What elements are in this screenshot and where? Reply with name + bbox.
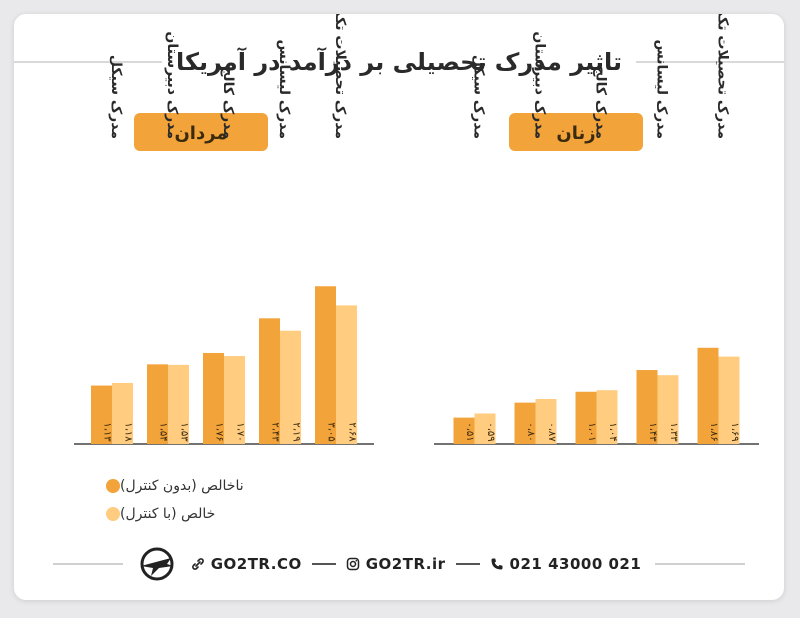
- bar-value-label: ۰،۵۱: [464, 422, 475, 441]
- chart-legend: ناخالص (بدون کنترل) خالص (با کنترل): [98, 472, 244, 528]
- group-badge-label: زنان: [556, 123, 595, 144]
- bar: [514, 402, 536, 444]
- legend-swatch-gross: [106, 479, 120, 493]
- bar-value-label: ۲،۱۹: [291, 422, 302, 441]
- legend-item-gross: ناخالص (بدون کنترل): [98, 472, 244, 500]
- income-bar-chart: مردان مدرک سیکل ۱،۱۳ ۱،۱۸ مدرک دبیرستان ۱،۵۴ ۱…: [74, 14, 759, 445]
- bar-value-label: ۱،۸۶: [708, 422, 719, 441]
- phone-icon: [490, 557, 504, 571]
- bar-value-label: ۱،۵۳: [179, 422, 190, 442]
- title-divider-left: [14, 61, 162, 63]
- footer-divider-right: [655, 563, 746, 565]
- category-label: مدرک کالج: [220, 66, 236, 139]
- footer-website[interactable]: GO2TR.CO: [191, 555, 302, 573]
- bar-value-label: ۰،۸۰: [525, 422, 536, 441]
- bar-value-label: ۱،۴۳: [647, 422, 658, 442]
- bar: [657, 375, 679, 444]
- bar: [453, 417, 475, 444]
- footer-separator: [311, 563, 336, 565]
- footer-instagram[interactable]: GO2TR.ir: [346, 555, 446, 573]
- bar: [147, 364, 168, 444]
- legend-swatch-net: [106, 507, 120, 521]
- bar: [224, 356, 245, 444]
- category-label: مدرک لیسانس: [276, 39, 292, 139]
- category-label: مدرک دبیرستان: [164, 31, 180, 139]
- legend-label-gross: ناخالص (بدون کنترل): [120, 478, 244, 494]
- bar-value-label: ۱،۷۰: [235, 422, 246, 441]
- bar-value-label: ۲،۴۳: [270, 422, 281, 442]
- link-icon: [191, 557, 205, 571]
- category-label: مدرک تحصیلات تکمیلی: [332, 14, 348, 139]
- bar-value-label: ۱،۷۶: [214, 422, 225, 441]
- bar: [336, 305, 357, 444]
- bar-value-label: ۱،۰۱: [586, 422, 597, 441]
- bar-value-label: ۱،۳۳: [668, 422, 679, 442]
- instagram-icon: [346, 557, 360, 571]
- phone-text: 021 43000 021: [509, 555, 642, 573]
- bar-value-label: ۳،۰۵: [326, 422, 337, 441]
- bar-value-label: ۰،۸۷: [546, 422, 557, 442]
- footer-phone[interactable]: 021 43000 021: [490, 555, 642, 573]
- bar-value-label: ۱،۶۹: [729, 422, 740, 441]
- bar: [535, 399, 557, 444]
- page-title: تاثیر مدرک تحصیلی بر درآمد در آمریکا: [176, 48, 622, 76]
- bar-value-label: ۲،۶۸: [347, 422, 358, 442]
- footer-separator: [455, 563, 480, 565]
- bar: [112, 382, 133, 444]
- title-bar: تاثیر مدرک تحصیلی بر درآمد در آمریکا: [14, 42, 784, 82]
- bar: [596, 390, 618, 444]
- bar-value-label: ۱،۵۴: [158, 422, 169, 441]
- group-badge: [134, 113, 268, 151]
- bar: [280, 330, 301, 444]
- category-label: مدرک تحصیلات تکمیلی: [715, 14, 731, 139]
- bar: [575, 391, 597, 444]
- website-text: GO2TR.CO: [210, 555, 302, 573]
- category-label: مدرک لیسانس: [654, 39, 670, 139]
- group-badge-label: مردان: [174, 123, 227, 144]
- bar-value-label: ۱،۱۸: [123, 422, 134, 442]
- bar: [636, 370, 658, 444]
- bar: [697, 347, 719, 444]
- footer-contact-bar: GO2TR.CO GO2TR.ir 021 43000 021: [14, 544, 784, 584]
- bar: [718, 356, 740, 444]
- title-divider-right: [636, 61, 784, 63]
- legend-item-net: خالص (با کنترل): [98, 500, 244, 528]
- category-label: مدرک سیکل: [471, 55, 487, 139]
- bar: [168, 364, 189, 444]
- bar: [203, 352, 224, 444]
- bar: [91, 385, 112, 444]
- legend-label-net: خالص (با کنترل): [120, 506, 216, 522]
- infographic-card: تاثیر مدرک تحصیلی بر درآمد در آمریکا مرد…: [14, 14, 784, 600]
- bar-value-label: ۱،۰۴: [607, 422, 618, 441]
- category-label: مدرک دبیرستان: [532, 31, 548, 139]
- airplane-logo-icon: [140, 547, 174, 581]
- footer-divider-left: [52, 563, 123, 565]
- category-label: مدرک کالج: [593, 66, 609, 139]
- bar: [315, 286, 336, 444]
- bar: [259, 318, 280, 444]
- bar-value-label: ۰،۵۹: [485, 422, 496, 441]
- group-badge: [509, 113, 643, 151]
- bar-value-label: ۱،۱۳: [102, 422, 113, 442]
- instagram-text: GO2TR.ir: [365, 555, 446, 573]
- bar: [474, 413, 496, 444]
- category-label: مدرک سیکل: [108, 55, 124, 139]
